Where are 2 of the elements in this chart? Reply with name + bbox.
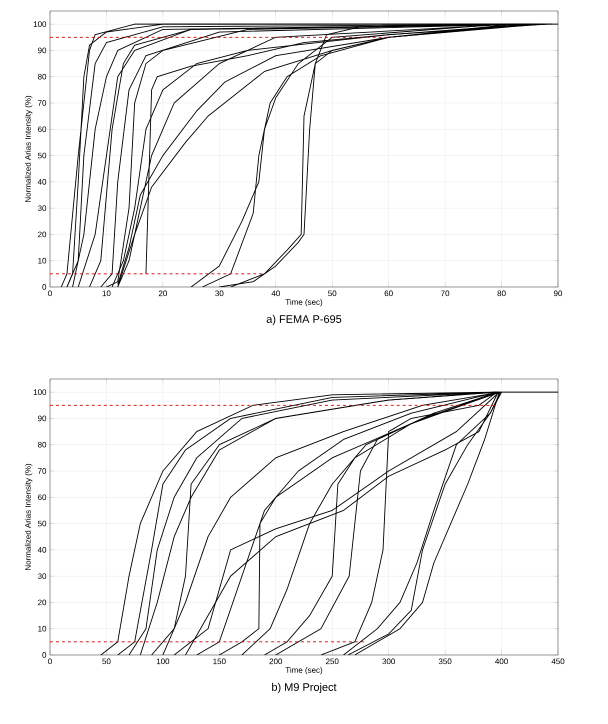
text: b) M9 Project [272,682,336,694]
text: a) FEMA P-695 [266,314,342,326]
